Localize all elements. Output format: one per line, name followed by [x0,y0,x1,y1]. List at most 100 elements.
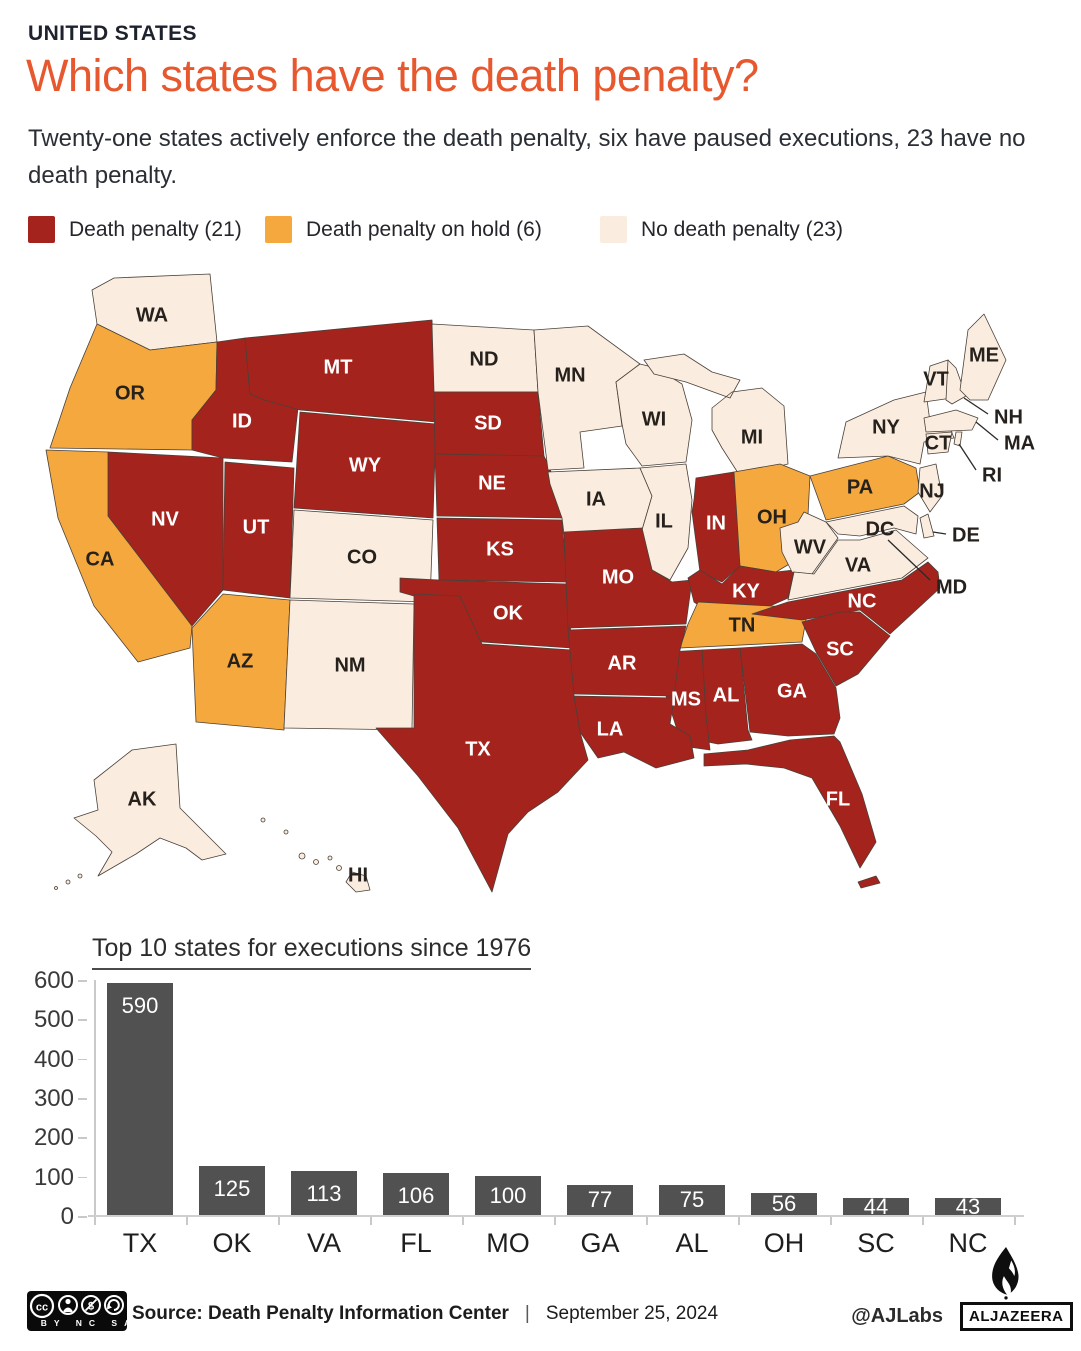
y-tick-mark [78,1019,87,1021]
x-tick-mark [370,1217,372,1225]
state-label-HI: HI [348,864,368,886]
state-label-MA: MA [1004,432,1035,454]
y-tick-label-0: 0 [60,1203,74,1230]
state-label-NM: NM [334,654,365,676]
state-label-ID: ID [232,410,252,432]
sa-arrow-icon [104,1295,124,1315]
state-ME [959,313,1007,401]
bar-value-AL: 75 [679,1187,705,1212]
y-tick-mark [78,1098,87,1100]
aljazeera-logo: ALJAZEERA [960,1246,1073,1331]
hi-island [327,855,333,861]
state-label-CT: CT [925,432,952,454]
y-tick-label-600: 600 [33,967,74,994]
x-tick-mark [646,1217,648,1225]
state-label-TN: TN [729,614,756,636]
callout-line-NH [963,397,989,415]
x-label-FL: FL [400,1228,432,1258]
x-label-VA: VA [306,1228,341,1258]
state-label-WY: WY [349,454,382,476]
x-label-TX: TX [122,1228,158,1258]
bar-VA: 113 [291,1171,357,1215]
state-label-IN: IN [706,512,726,534]
cc-icon: cc [29,1293,55,1319]
y-tick-label-200: 200 [33,1124,74,1152]
state-label-SD: SD [474,412,502,434]
license-terms: BY NC SA [41,1318,127,1328]
y-tick-mark [78,1216,87,1218]
executions-bar-chart: Top 10 states for executions since 1976 … [28,934,1053,1264]
y-tick-mark [78,980,87,982]
x-tick-mark [1014,1217,1016,1225]
aljazeera-flame-icon [992,1247,1019,1300]
bar-value-GA: 77 [587,1187,613,1212]
y-tick-label-400: 400 [33,1045,74,1073]
state-label-CA: CA [86,548,115,570]
state-VA [787,529,929,601]
bar-value-VA: 113 [306,1181,342,1206]
state-label-RI: RI [982,464,1002,486]
x-tick-mark [738,1217,740,1225]
svg-text:$: $ [88,1301,94,1313]
state-MN [533,325,641,471]
state-label-NV: NV [151,508,179,530]
x-tick-mark [94,1217,96,1225]
kicker: UNITED STATES [28,22,197,45]
state-WV [779,511,839,575]
x-axis-line [88,1215,1024,1217]
aljazeera-wordmark: ALJAZEERA [960,1302,1073,1331]
bar-GA: 77 [567,1185,633,1215]
state-label-MT: MT [324,356,353,378]
state-WY [293,411,437,519]
state-WI [615,363,693,467]
state-GA [739,643,841,737]
legend-label: Death penalty on hold (6) [306,217,542,241]
bar-SC: 44 [843,1194,909,1219]
legend-swatch-none [600,216,627,243]
y-axis-line [94,980,96,1218]
x-tick-mark [830,1217,832,1225]
bar-value-MO: 100 [489,1183,527,1208]
bar-value-SC: 44 [863,1194,889,1219]
legend-label: No death penalty (23) [641,217,843,241]
state-label-PA: PA [847,476,873,498]
state-NH [945,359,967,405]
y-tick-label-300: 300 [33,1085,74,1112]
subtitle: Twenty-one states actively enforce the d… [28,125,1026,190]
x-tick-mark [462,1217,464,1225]
state-label-OR: OR [115,382,146,404]
state-HI [345,871,371,893]
hi-island [260,817,266,823]
state-MI [643,353,789,477]
ajlabs-credit: @AJLabs [851,1305,943,1327]
hi-island [336,865,342,871]
state-label-NY: NY [872,416,900,438]
source-separator: | [524,1303,530,1324]
state-label-OH: OH [757,506,787,528]
callout-line-DE [932,531,947,535]
state-label-AZ: AZ [227,650,254,672]
state-label-MS: MS [671,688,701,710]
bar-value-FL: 106 [397,1183,435,1208]
bar-value-OK: 125 [213,1176,251,1201]
state-DE [919,513,935,539]
state-label-IL: IL [655,510,673,532]
y-axis: 0 100 200 300 400 500 600 [28,967,87,1230]
state-RI [953,431,963,447]
state-label-WI: WI [642,408,666,430]
state-label-KY: KY [732,580,760,602]
state-label-IA: IA [586,488,606,510]
callout-line-MA [975,421,999,441]
callout-line-MD [887,539,931,581]
state-label-MI: MI [741,426,763,448]
state-CT [925,431,953,455]
source-label: Source: Death Penalty Information Center [132,1303,509,1324]
y-tick-mark [78,1058,87,1061]
bar-OK: 125 [199,1166,265,1215]
x-label-OH: OH [763,1228,805,1258]
state-label-WV: WV [794,536,827,558]
state-label-OK: OK [493,602,524,624]
by-person-icon [58,1295,78,1315]
page-title: Which states have the death penalty? [26,50,759,101]
